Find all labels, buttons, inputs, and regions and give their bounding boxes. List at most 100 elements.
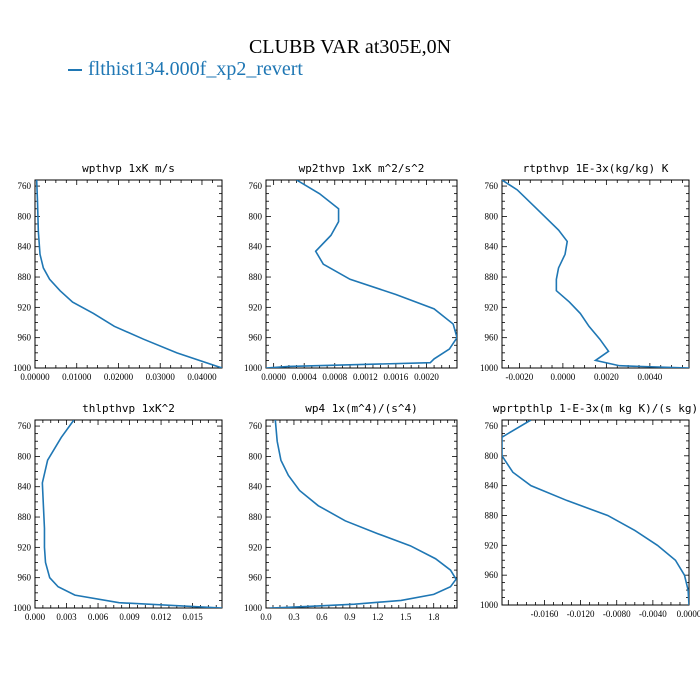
series-line <box>502 180 689 368</box>
x-tick-label: -0.0080 <box>603 609 631 619</box>
y-tick-label: 1000 <box>244 363 263 373</box>
panel-title: wpthvp 1xK m/s <box>82 162 175 175</box>
panel-4: thlpthvp 1xK^276080084088092096010000.00… <box>13 402 223 622</box>
y-tick-label: 1000 <box>13 603 32 613</box>
y-tick-label: 880 <box>18 272 32 282</box>
panel-title: wprtpthlp 1-E-3x(m kg K)/(s kg) <box>493 402 698 415</box>
plot-frame <box>34 419 223 609</box>
y-tick-label: 840 <box>18 242 32 252</box>
y-tick-label: 960 <box>18 333 32 343</box>
x-tick-label: -0.0040 <box>639 609 667 619</box>
x-tick-label: 0.03000 <box>146 372 176 382</box>
x-tick-label: 0.6 <box>316 612 328 622</box>
legend-line-swatch <box>68 69 82 72</box>
plot-frame <box>265 179 458 369</box>
legend: flthist134.000f_xp2_revert <box>68 58 303 81</box>
y-tick-label: 760 <box>249 181 263 191</box>
x-tick-label: -0.0160 <box>531 609 559 619</box>
x-tick-label: -0.0020 <box>506 372 534 382</box>
x-tick-label: 0.3 <box>288 612 300 622</box>
x-tick-label: 0.0020 <box>594 372 619 382</box>
y-tick-label: 760 <box>485 181 499 191</box>
series-line <box>269 420 457 608</box>
x-tick-label: 0.0000 <box>261 372 286 382</box>
y-tick-label: 840 <box>485 242 499 252</box>
y-tick-label: 960 <box>18 573 32 583</box>
y-tick-label: 920 <box>485 302 499 312</box>
y-tick-label: 800 <box>18 211 32 221</box>
y-tick-label: 840 <box>249 242 263 252</box>
y-tick-label: 1000 <box>480 363 499 373</box>
y-tick-label: 800 <box>249 451 263 461</box>
y-tick-label: 920 <box>485 540 499 550</box>
x-tick-label: 0.02000 <box>104 372 134 382</box>
y-tick-label: 760 <box>485 421 499 431</box>
y-tick-label: 1000 <box>244 603 263 613</box>
x-tick-label: 0.009 <box>119 612 140 622</box>
panel-3: rtpthvp 1E-3x(kg/kg) K 760 800 840 880 920 960… <box>480 162 690 382</box>
x-tick-label: 0.006 <box>88 612 109 622</box>
x-tick-label: 0.0040 <box>637 372 662 382</box>
panel-title: wp2thvp 1xK m^2/s^2 <box>299 162 425 175</box>
y-tick-label: 760 <box>249 421 263 431</box>
y-tick-label: 920 <box>18 302 32 312</box>
panel-1: wpthvp 1xK m/s 760 800 840 880 920 960 10000.00… <box>13 162 223 382</box>
x-tick-label: 0.04000 <box>187 372 217 382</box>
y-tick-label: 920 <box>18 542 32 552</box>
series-line <box>35 180 222 368</box>
x-tick-label: 0.003 <box>56 612 77 622</box>
x-tick-label: 0.0020 <box>414 372 439 382</box>
x-tick-label: 0.0008 <box>322 372 347 382</box>
x-tick-label: 0.00000 <box>20 372 50 382</box>
legend-label: flthist134.000f_xp2_revert <box>88 58 303 80</box>
y-tick-label: 800 <box>485 211 499 221</box>
y-tick-label: 840 <box>249 482 263 492</box>
x-tick-label: 0.015 <box>182 612 203 622</box>
panel-6: wprtpthlp 1-E-3x(m kg K)/(s kg) 760 800 840… <box>480 402 700 619</box>
x-tick-label: 1.2 <box>372 612 383 622</box>
y-tick-label: 880 <box>485 272 499 282</box>
x-tick-label: 1.8 <box>428 612 440 622</box>
y-tick-label: 880 <box>18 512 32 522</box>
y-tick-label: 840 <box>18 482 32 492</box>
y-tick-label: 960 <box>485 570 499 580</box>
series-line <box>502 420 689 605</box>
x-tick-label: 0.9 <box>344 612 356 622</box>
y-tick-label: 800 <box>18 451 32 461</box>
y-tick-label: 1000 <box>13 363 32 373</box>
y-tick-label: 920 <box>249 302 263 312</box>
panel-2: wp2thvp 1xK m^2/s^2 760 800 840 880 920 960 100… <box>244 162 458 382</box>
x-tick-label: 1.5 <box>400 612 412 622</box>
y-tick-label: 920 <box>249 542 263 552</box>
y-tick-label: 960 <box>485 333 499 343</box>
y-tick-label: 960 <box>249 333 263 343</box>
panel-title: thlpthvp 1xK^2 <box>82 402 175 415</box>
plot-frame <box>501 179 690 369</box>
y-tick-label: 800 <box>249 211 263 221</box>
x-tick-label: 0.0000 <box>677 609 700 619</box>
y-tick-label: 760 <box>18 181 32 191</box>
x-tick-label: 0.012 <box>151 612 171 622</box>
plot-frame <box>265 419 458 609</box>
series-line <box>266 180 457 368</box>
y-tick-label: 960 <box>249 573 263 583</box>
x-tick-label: 0.0 <box>260 612 272 622</box>
x-tick-label: 0.01000 <box>62 372 92 382</box>
y-tick-label: 880 <box>485 510 499 520</box>
panel-title: wp4 1x(m^4)/(s^4) <box>305 402 418 415</box>
panel-5: wp4 1x(m^4)/(s^4)76080084088092096010000… <box>244 402 458 622</box>
x-tick-label: 0.000 <box>25 612 46 622</box>
x-tick-label: 0.0012 <box>353 372 378 382</box>
y-tick-label: 880 <box>249 512 263 522</box>
y-tick-label: 880 <box>249 272 263 282</box>
x-tick-label: 0.0004 <box>292 372 317 382</box>
y-tick-label: 1000 <box>480 600 499 610</box>
panel-title: rtpthvp 1E-3x(kg/kg) K <box>523 162 669 175</box>
x-tick-label: -0.0120 <box>567 609 595 619</box>
plot-frame <box>34 179 223 369</box>
x-tick-label: 0.0000 <box>551 372 576 382</box>
series-line <box>41 420 222 608</box>
plot-frame <box>501 419 690 606</box>
figure-title: CLUBB VAR at305E,0N <box>248 36 452 58</box>
